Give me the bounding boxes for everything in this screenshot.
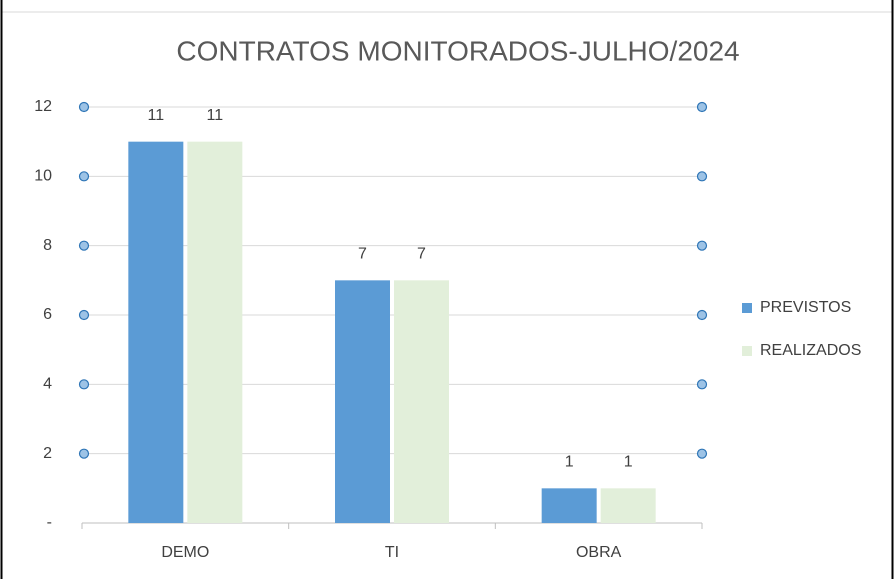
bar [187, 141, 243, 523]
data-label: 1 [624, 454, 633, 471]
bar [128, 141, 184, 523]
data-label: 7 [417, 246, 426, 263]
y-tick-label: 6 [43, 306, 52, 323]
selection-handle [696, 309, 708, 321]
selection-handle [696, 101, 708, 113]
y-tick-label: 2 [43, 445, 52, 462]
data-label: 7 [358, 246, 367, 263]
legend-label: REALIZADOS [760, 342, 861, 359]
selection-handle [78, 448, 90, 459]
selection-handle [78, 101, 90, 113]
y-tick-label: 8 [43, 237, 52, 254]
bar [600, 488, 656, 523]
data-label: 1 [565, 454, 574, 471]
selection-handle [696, 171, 708, 182]
selection-handle [78, 171, 90, 182]
selection-handle [78, 309, 90, 321]
data-label: 11 [207, 107, 224, 124]
legend-swatch [742, 303, 752, 313]
y-tick-label: - [47, 514, 52, 531]
y-tick-label: 4 [43, 376, 52, 393]
y-tick-label: 12 [34, 98, 52, 115]
x-tick-label: OBRA [576, 544, 622, 561]
y-tick-label: 10 [34, 168, 52, 185]
x-tick-label: DEMO [161, 544, 209, 561]
selection-handle [696, 379, 708, 390]
selection-handle [696, 240, 708, 251]
selection-handle [78, 379, 90, 390]
selection-handle [78, 240, 90, 251]
chart-title: CONTRATOS MONITORADOS-JULHO/2024 [176, 35, 739, 66]
bar [394, 280, 449, 523]
data-label: 11 [148, 107, 165, 124]
legend-swatch [742, 346, 752, 356]
bar [541, 488, 597, 523]
x-tick-label: TI [385, 544, 399, 561]
bar [335, 280, 390, 523]
legend-label: PREVISTOS [760, 299, 851, 316]
selection-handle [696, 448, 708, 459]
